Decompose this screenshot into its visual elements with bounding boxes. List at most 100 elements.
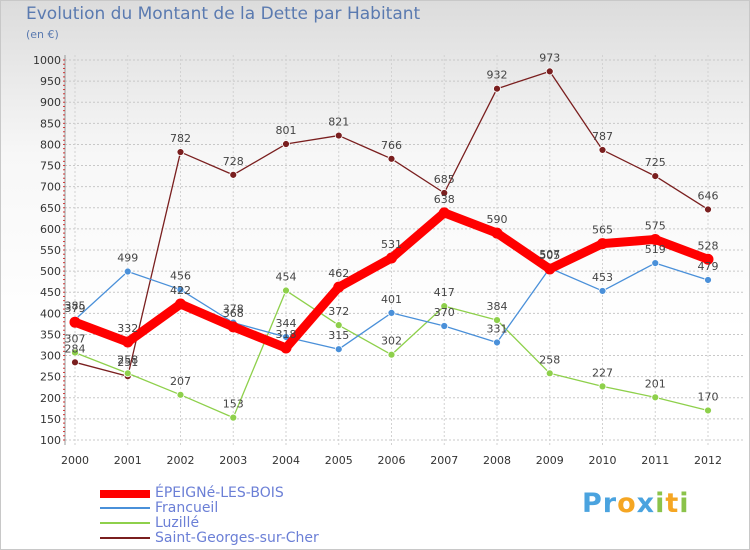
data-label-2: 417 — [434, 286, 455, 299]
data-label-3: 646 — [698, 189, 719, 202]
legend-item-saint-georges[interactable]: Saint-Georges-sur-Cher — [100, 530, 400, 546]
y-tick-label: 900 — [40, 96, 61, 109]
legend-swatch-epeigne — [100, 490, 150, 498]
data-point-2 — [123, 369, 132, 378]
x-tick-label: 2010 — [589, 454, 617, 467]
data-point-3 — [282, 140, 290, 148]
x-tick-label: 2005 — [325, 454, 353, 467]
data-point-1 — [387, 309, 396, 317]
y-tick-label: 400 — [40, 307, 61, 320]
data-point-3 — [440, 189, 449, 197]
data-point-2 — [440, 302, 449, 311]
data-point-3 — [387, 154, 396, 163]
y-tick-label: 500 — [40, 265, 61, 278]
data-point-1 — [493, 338, 501, 347]
data-label-0: 531 — [381, 238, 402, 251]
data-label-3: 685 — [434, 173, 455, 186]
data-label-1: 401 — [381, 293, 402, 306]
legend-swatch-francueil — [100, 507, 150, 509]
data-label-3: 821 — [328, 116, 349, 129]
y-tick-label: 800 — [40, 138, 61, 151]
y-tick-label: 150 — [40, 413, 61, 426]
data-label-1: 519 — [645, 243, 666, 256]
legend-item-epeigne[interactable]: ÉPEIGNé-LES-BOIS — [100, 485, 400, 501]
legend-swatch-saint-georges — [100, 537, 150, 539]
data-label-1: 370 — [434, 306, 455, 319]
data-point-0 — [227, 321, 239, 333]
data-label-2: 170 — [698, 390, 719, 403]
data-point-3 — [334, 131, 343, 140]
y-tick-label: 450 — [40, 286, 61, 299]
data-label-1: 378 — [223, 303, 244, 316]
data-label-2: 153 — [223, 398, 244, 411]
data-point-3 — [545, 67, 554, 76]
data-label-3: 782 — [170, 132, 191, 145]
data-label-3: 787 — [592, 130, 613, 143]
data-point-1 — [176, 285, 185, 294]
data-label-3: 801 — [276, 124, 297, 137]
data-label-3: 725 — [645, 156, 666, 169]
unit-label: (en €) — [26, 28, 59, 41]
data-label-0: 368 — [223, 307, 244, 320]
data-label-1: 456 — [170, 270, 191, 283]
data-point-0 — [438, 207, 450, 219]
data-point-0 — [175, 298, 186, 310]
data-label-2: 302 — [381, 335, 402, 348]
data-label-2: 207 — [170, 375, 191, 388]
x-tick-label: 2002 — [167, 454, 195, 467]
y-tick-label: 950 — [40, 75, 61, 88]
data-point-1 — [123, 267, 132, 276]
x-tick-label: 2012 — [694, 454, 722, 467]
data-point-3 — [493, 84, 501, 93]
legend-item-francueil[interactable]: Francueil — [100, 500, 400, 516]
legend-item-luzille[interactable]: Luzillé — [100, 515, 400, 531]
y-tick-label: 650 — [40, 202, 61, 215]
data-point-3 — [229, 170, 238, 179]
x-tick-label: 2006 — [378, 454, 406, 467]
data-point-3 — [704, 205, 712, 214]
data-label-1: 385 — [65, 300, 86, 313]
y-tick-label: 750 — [40, 160, 61, 173]
data-label-0: 575 — [645, 219, 666, 232]
x-tick-label: 2011 — [641, 454, 669, 467]
data-label-2: 258 — [539, 353, 560, 366]
legend: ÉPEIGNé-LES-BOIS Francueil Luzillé Saint… — [100, 485, 400, 546]
data-point-0 — [333, 281, 345, 293]
data-point-2 — [493, 316, 501, 324]
data-label-2: 258 — [117, 353, 138, 366]
data-label-2: 307 — [65, 333, 86, 346]
data-label-0: 379 — [65, 302, 86, 315]
data-point-0 — [491, 227, 503, 239]
data-point-1 — [334, 345, 343, 354]
data-point-2 — [282, 286, 290, 295]
y-tick-label: 100 — [40, 434, 61, 447]
data-label-3: 973 — [539, 51, 560, 64]
data-point-0 — [280, 342, 292, 354]
data-label-0: 462 — [328, 267, 349, 280]
data-point-1 — [440, 322, 449, 330]
data-label-0: 638 — [434, 193, 455, 206]
y-tick-label: 300 — [40, 350, 61, 363]
data-point-2 — [651, 393, 660, 402]
x-tick-label: 2001 — [114, 454, 142, 467]
data-label-1: 479 — [698, 260, 719, 273]
data-point-3 — [71, 358, 79, 367]
data-point-1 — [704, 276, 712, 284]
data-point-3 — [651, 172, 660, 181]
data-label-3: 766 — [381, 139, 402, 152]
data-point-0 — [544, 263, 556, 275]
x-tick-label: 2009 — [536, 454, 564, 467]
data-label-0: 528 — [698, 239, 719, 252]
data-point-1 — [598, 287, 607, 295]
legend-label-luzille: Luzillé — [155, 515, 200, 531]
data-point-1 — [282, 333, 290, 341]
y-tick-label: 600 — [40, 223, 61, 236]
data-point-3 — [176, 148, 185, 156]
data-point-2 — [334, 321, 343, 330]
data-label-1: 507 — [539, 248, 560, 261]
data-point-2 — [229, 413, 238, 422]
data-point-0 — [597, 238, 608, 250]
data-label-1: 315 — [328, 329, 349, 342]
